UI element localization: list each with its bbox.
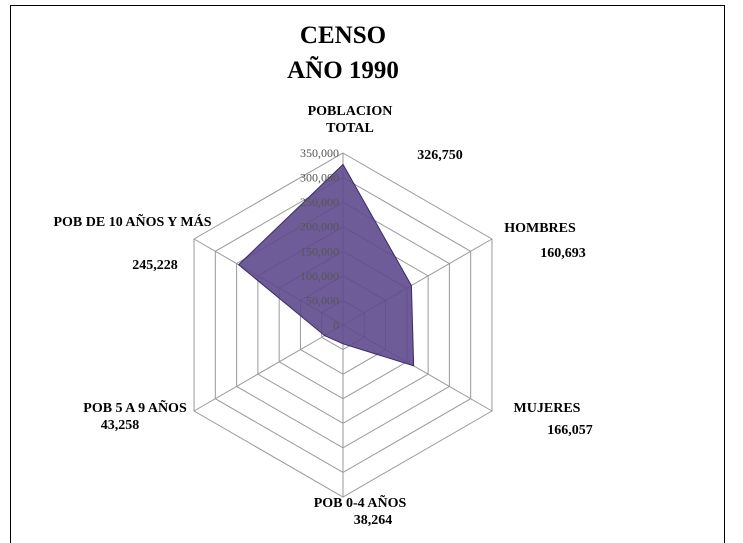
category-label: POB DE 10 AÑOS Y MÁS [53, 215, 212, 230]
chart-title: AÑO 1990 [287, 57, 399, 84]
r-tick-label: 0 [333, 318, 339, 332]
r-tick-label: 350,000 [300, 146, 339, 160]
category-label: POB 0-4 AÑOS [313, 496, 407, 511]
data-label: 166,057 [547, 423, 593, 438]
spoke [193, 324, 344, 412]
r-tick-label: 250,000 [300, 195, 339, 209]
chart-title: CENSO [299, 22, 387, 49]
data-label: 326,750 [417, 148, 463, 163]
data-label: 38,264 [353, 513, 393, 528]
category-label: POBLACION TOTAL [307, 104, 393, 136]
data-label: 245,228 [132, 258, 178, 273]
frame [10, 5, 725, 543]
radar-area [237, 163, 415, 367]
category-label: MUJERES [513, 401, 581, 416]
data-label: 160,693 [540, 246, 586, 261]
data-label: 43,258 [100, 418, 140, 433]
r-tick-label: 50,000 [306, 293, 339, 307]
category-label: HOMBRES [504, 221, 576, 236]
r-tick-label: 150,000 [300, 244, 339, 258]
category-label: POB 5 A 9 AÑOS [83, 401, 187, 416]
r-tick-label: 200,000 [300, 220, 339, 234]
r-tick-label: 300,000 [300, 171, 339, 185]
r-tick-label: 100,000 [300, 269, 339, 283]
